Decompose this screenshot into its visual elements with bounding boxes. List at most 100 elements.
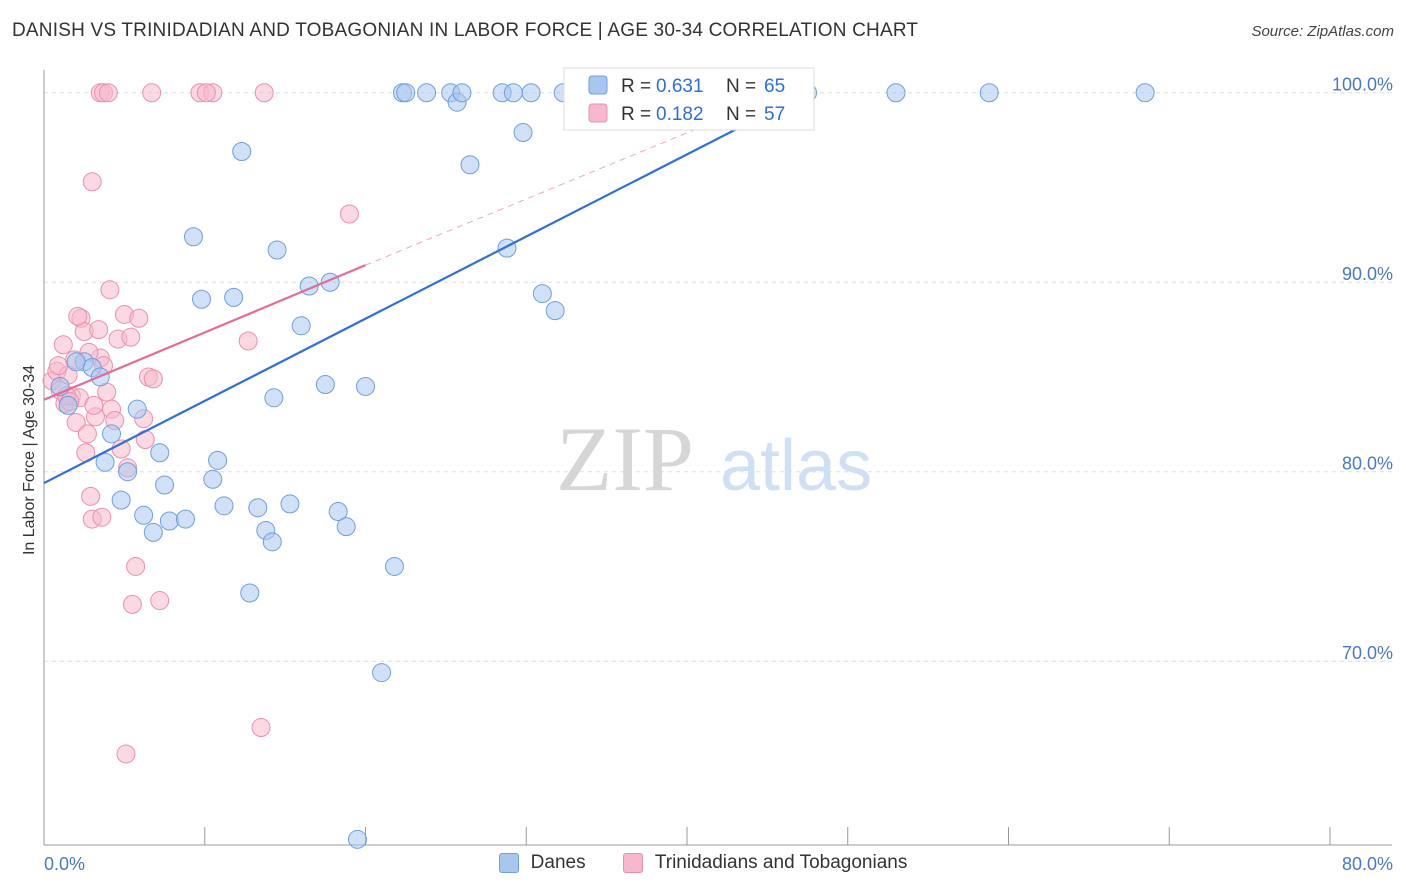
point-danes (372, 663, 392, 683)
point-danes (159, 511, 179, 531)
legend-trini-n-value: 57 (764, 104, 785, 125)
legend-danes-r-value: 0.631 (656, 76, 704, 97)
trend-line-danes (43, 91, 809, 485)
point-danes (267, 240, 287, 260)
point-trini (122, 594, 142, 614)
x-tick-label: 80.0% (1342, 854, 1393, 874)
point-danes (497, 238, 517, 258)
point-trini (135, 429, 155, 449)
legend-trini-r-value: 0.182 (656, 104, 704, 125)
point-danes (264, 388, 284, 408)
y-tick-label: 70.0% (1342, 643, 1393, 663)
bottom-legend-trini: Trinidadians and Tobagonians (622, 852, 908, 874)
point-danes (503, 83, 523, 103)
point-trini (82, 172, 102, 192)
legend-danes-n-value: 65 (764, 76, 785, 97)
point-trini (254, 83, 274, 103)
point-danes (66, 352, 86, 372)
point-danes (192, 289, 212, 309)
point-danes (111, 490, 131, 510)
point-danes (315, 375, 335, 395)
point-danes (118, 462, 138, 482)
point-danes (979, 83, 999, 103)
y-tick-label: 100.0% (1332, 75, 1393, 95)
point-trini (66, 412, 86, 432)
point-danes (134, 505, 154, 525)
point-trini (129, 308, 149, 328)
point-danes (240, 583, 260, 603)
point-danes (102, 424, 122, 444)
point-danes (328, 502, 348, 522)
point-trini (92, 507, 112, 527)
x-tick-label: 0.0% (44, 854, 85, 874)
point-danes (127, 399, 147, 419)
point-trini (48, 356, 68, 376)
gridlines (44, 92, 1392, 662)
point-danes (224, 287, 244, 307)
point-danes (1135, 83, 1155, 103)
point-danes (336, 517, 356, 537)
source-label: Source: ZipAtlas.com (1251, 23, 1394, 40)
y-tick-label: 80.0% (1342, 454, 1393, 474)
bottom-legend-danes: Danes (498, 852, 586, 874)
point-danes (58, 395, 78, 415)
point-trini (84, 395, 104, 415)
point-danes (95, 452, 115, 472)
point-danes (262, 532, 282, 552)
point-danes (143, 522, 163, 542)
point-danes (460, 155, 480, 175)
bottom-legend-trini-label: Trinidadians and Tobagonians (654, 852, 908, 873)
point-trini (126, 556, 146, 576)
point-danes (248, 498, 268, 518)
point-trini (98, 83, 118, 103)
point-danes (384, 556, 404, 576)
bottom-legend-danes-swatch (498, 853, 519, 873)
watermark-zip: ZIP (556, 408, 694, 510)
point-trini (100, 280, 120, 300)
watermark-atlas: atlas (720, 426, 872, 506)
data-points (42, 83, 1155, 849)
legend-swatch-trini (588, 103, 608, 123)
point-trini (121, 327, 141, 347)
point-trini (143, 369, 163, 389)
point-danes (150, 443, 170, 463)
legend-danes-n-label: N = (726, 76, 756, 97)
bottom-legend-trini-swatch (622, 853, 643, 873)
point-danes (203, 469, 223, 489)
bottom-legend: Danes Trinidadians and Tobagonians (0, 852, 1406, 879)
point-trini (238, 331, 258, 351)
point-danes (513, 123, 533, 143)
point-trini (81, 486, 101, 506)
point-trini (116, 744, 136, 764)
point-danes (175, 509, 195, 529)
point-danes (396, 83, 416, 103)
point-trini (196, 83, 216, 103)
point-danes (347, 829, 367, 849)
legend-swatch-danes (588, 75, 608, 95)
point-danes (417, 83, 437, 103)
point-danes (208, 450, 228, 470)
point-danes (291, 316, 311, 336)
point-danes (155, 475, 175, 495)
point-danes (214, 496, 234, 516)
point-danes (886, 83, 906, 103)
point-danes (232, 141, 252, 161)
tick-labels: 70.0% 80.0% 90.0% 100.0% 0.0% 80.0% (44, 75, 1393, 874)
point-danes (280, 494, 300, 514)
point-trini (150, 591, 170, 611)
point-danes (183, 227, 203, 247)
legend-danes-r-label: R = (621, 76, 651, 97)
inset-legend: R = 0.631 N = 65 R = 0.182 N = 57 (563, 67, 815, 131)
legend-trini-n-label: N = (726, 104, 756, 125)
point-trini (53, 335, 73, 355)
point-trini (89, 320, 109, 340)
watermark: ZIP atlas (556, 408, 872, 510)
axes (43, 70, 1392, 846)
y-tick-label: 90.0% (1342, 264, 1393, 284)
point-danes (545, 301, 565, 321)
point-danes (356, 376, 375, 396)
point-trini (68, 306, 88, 326)
chart-title: DANISH VS TRINIDADIAN AND TOBAGONIAN IN … (12, 20, 919, 41)
legend-trini-r-label: R = (621, 104, 651, 125)
